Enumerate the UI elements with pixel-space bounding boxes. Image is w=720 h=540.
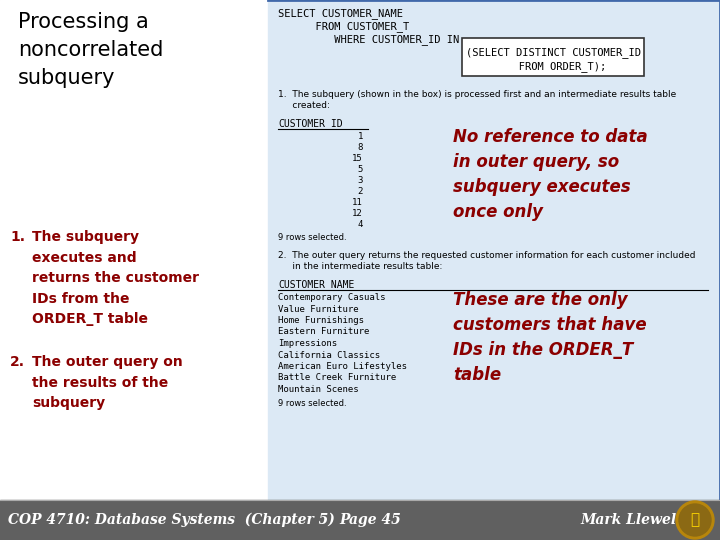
Text: The subquery
executes and
returns the customer
IDs from the
ORDER_T table: The subquery executes and returns the cu… <box>32 230 199 326</box>
Text: 1: 1 <box>358 132 363 141</box>
Text: 1.  The subquery (shown in the box) is processed first and an intermediate resul: 1. The subquery (shown in the box) is pr… <box>278 90 676 99</box>
Text: Value Furniture: Value Furniture <box>278 305 359 314</box>
Bar <box>268 0 720 500</box>
Text: Mountain Scenes: Mountain Scenes <box>278 385 359 394</box>
Text: No reference to data
in outer query, so
subquery executes
once only: No reference to data in outer query, so … <box>453 128 648 221</box>
Text: Home Furnishings: Home Furnishings <box>278 316 364 325</box>
Text: FROM ORDER_T);: FROM ORDER_T); <box>500 61 606 72</box>
Text: FROM CUSTOMER_T: FROM CUSTOMER_T <box>278 21 409 32</box>
Text: 2.: 2. <box>10 355 25 369</box>
Text: 9 rows selected.: 9 rows selected. <box>278 399 346 408</box>
Bar <box>0 0 268 500</box>
Text: CUSTOMER_ID: CUSTOMER_ID <box>278 118 343 129</box>
Text: 1.: 1. <box>10 230 25 244</box>
Text: 12: 12 <box>352 209 363 218</box>
Text: 3: 3 <box>358 176 363 185</box>
Text: 11: 11 <box>352 198 363 207</box>
Text: American Euro Lifestyles: American Euro Lifestyles <box>278 362 407 371</box>
Text: (SELECT DISTINCT CUSTOMER_ID: (SELECT DISTINCT CUSTOMER_ID <box>466 47 641 58</box>
Circle shape <box>676 501 714 539</box>
Bar <box>0 500 720 540</box>
Text: CUSTOMER_NAME: CUSTOMER_NAME <box>278 279 354 290</box>
Text: 4: 4 <box>358 220 363 229</box>
Text: These are the only
customers that have
IDs in the ORDER_T
table: These are the only customers that have I… <box>453 291 647 384</box>
Text: Eastern Furniture: Eastern Furniture <box>278 327 369 336</box>
Circle shape <box>679 504 711 536</box>
Text: 15: 15 <box>352 154 363 163</box>
Text: Processing a
noncorrelated
subquery: Processing a noncorrelated subquery <box>18 12 163 88</box>
Text: Contemporary Casuals: Contemporary Casuals <box>278 293 385 302</box>
Text: Impressions: Impressions <box>278 339 337 348</box>
Text: California Classics: California Classics <box>278 350 380 360</box>
Text: 2: 2 <box>358 187 363 196</box>
Text: COP 4710: Database Systems  (Chapter 5): COP 4710: Database Systems (Chapter 5) <box>8 513 335 527</box>
Text: 8: 8 <box>358 143 363 152</box>
Text: SELECT CUSTOMER_NAME: SELECT CUSTOMER_NAME <box>278 8 403 19</box>
Text: 🦅: 🦅 <box>690 512 700 528</box>
Text: Mark Llewellyn: Mark Llewellyn <box>580 513 700 527</box>
Text: WHERE CUSTOMER_ID IN: WHERE CUSTOMER_ID IN <box>278 34 459 45</box>
Text: 9 rows selected.: 9 rows selected. <box>278 233 346 242</box>
Text: Battle Creek Furniture: Battle Creek Furniture <box>278 374 396 382</box>
Text: Page 45: Page 45 <box>339 513 401 527</box>
Text: created:: created: <box>278 101 330 110</box>
Text: 2.  The outer query returns the requested customer information for each customer: 2. The outer query returns the requested… <box>278 251 696 260</box>
Text: 5: 5 <box>358 165 363 174</box>
Text: in the intermediate results table:: in the intermediate results table: <box>278 262 442 271</box>
FancyBboxPatch shape <box>462 38 644 76</box>
Text: The outer query on
the results of the
subquery: The outer query on the results of the su… <box>32 355 183 410</box>
